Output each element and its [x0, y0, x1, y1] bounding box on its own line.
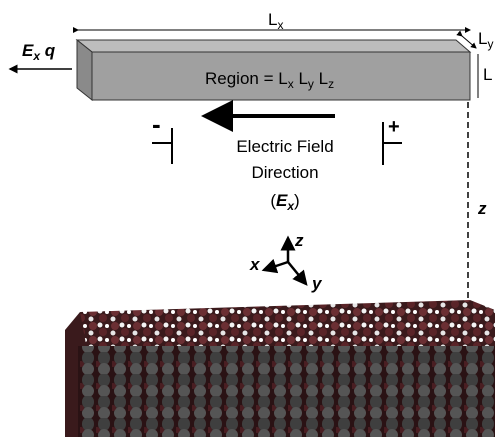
label-part: ) — [294, 191, 300, 210]
distance-label: z — [477, 199, 487, 218]
field-line2: Direction — [251, 163, 318, 182]
label-part: E — [276, 191, 288, 210]
length-label: Lx — [268, 10, 283, 32]
label-part: L — [478, 29, 487, 48]
height-label: L — [483, 65, 492, 84]
region-label: Region = Lx Ly Lz — [205, 69, 334, 91]
force-label: Ex q — [22, 41, 56, 63]
slab-front — [78, 346, 495, 437]
field-symbol: (Ex) — [270, 191, 299, 213]
label-part: Region = — [205, 69, 278, 88]
width-arrow — [462, 36, 476, 48]
axis-x-label: x — [249, 255, 261, 274]
axis-x — [264, 262, 288, 270]
slab-top — [70, 300, 495, 350]
label-part: q — [45, 41, 56, 60]
plus-sign: + — [388, 116, 400, 138]
label-part: E — [22, 41, 34, 60]
axis-z-label: z — [294, 231, 304, 250]
label-part: x — [277, 18, 283, 32]
diagram: Lx Ly L Region = Lx Ly Lz Ex q - + Elect… — [0, 0, 495, 437]
field-line1: Electric Field — [236, 137, 333, 156]
label-part: z — [328, 77, 334, 91]
width-label: Ly — [478, 29, 493, 51]
axis-y — [288, 262, 306, 284]
label-part: y — [487, 37, 493, 51]
axis-y-label: y — [311, 274, 323, 293]
label-part: L — [278, 69, 287, 88]
box-top — [77, 40, 470, 52]
label-part: L — [298, 69, 307, 88]
minus-sign: - — [152, 109, 161, 139]
label-part: L — [319, 69, 328, 88]
label-part: L — [268, 10, 277, 29]
